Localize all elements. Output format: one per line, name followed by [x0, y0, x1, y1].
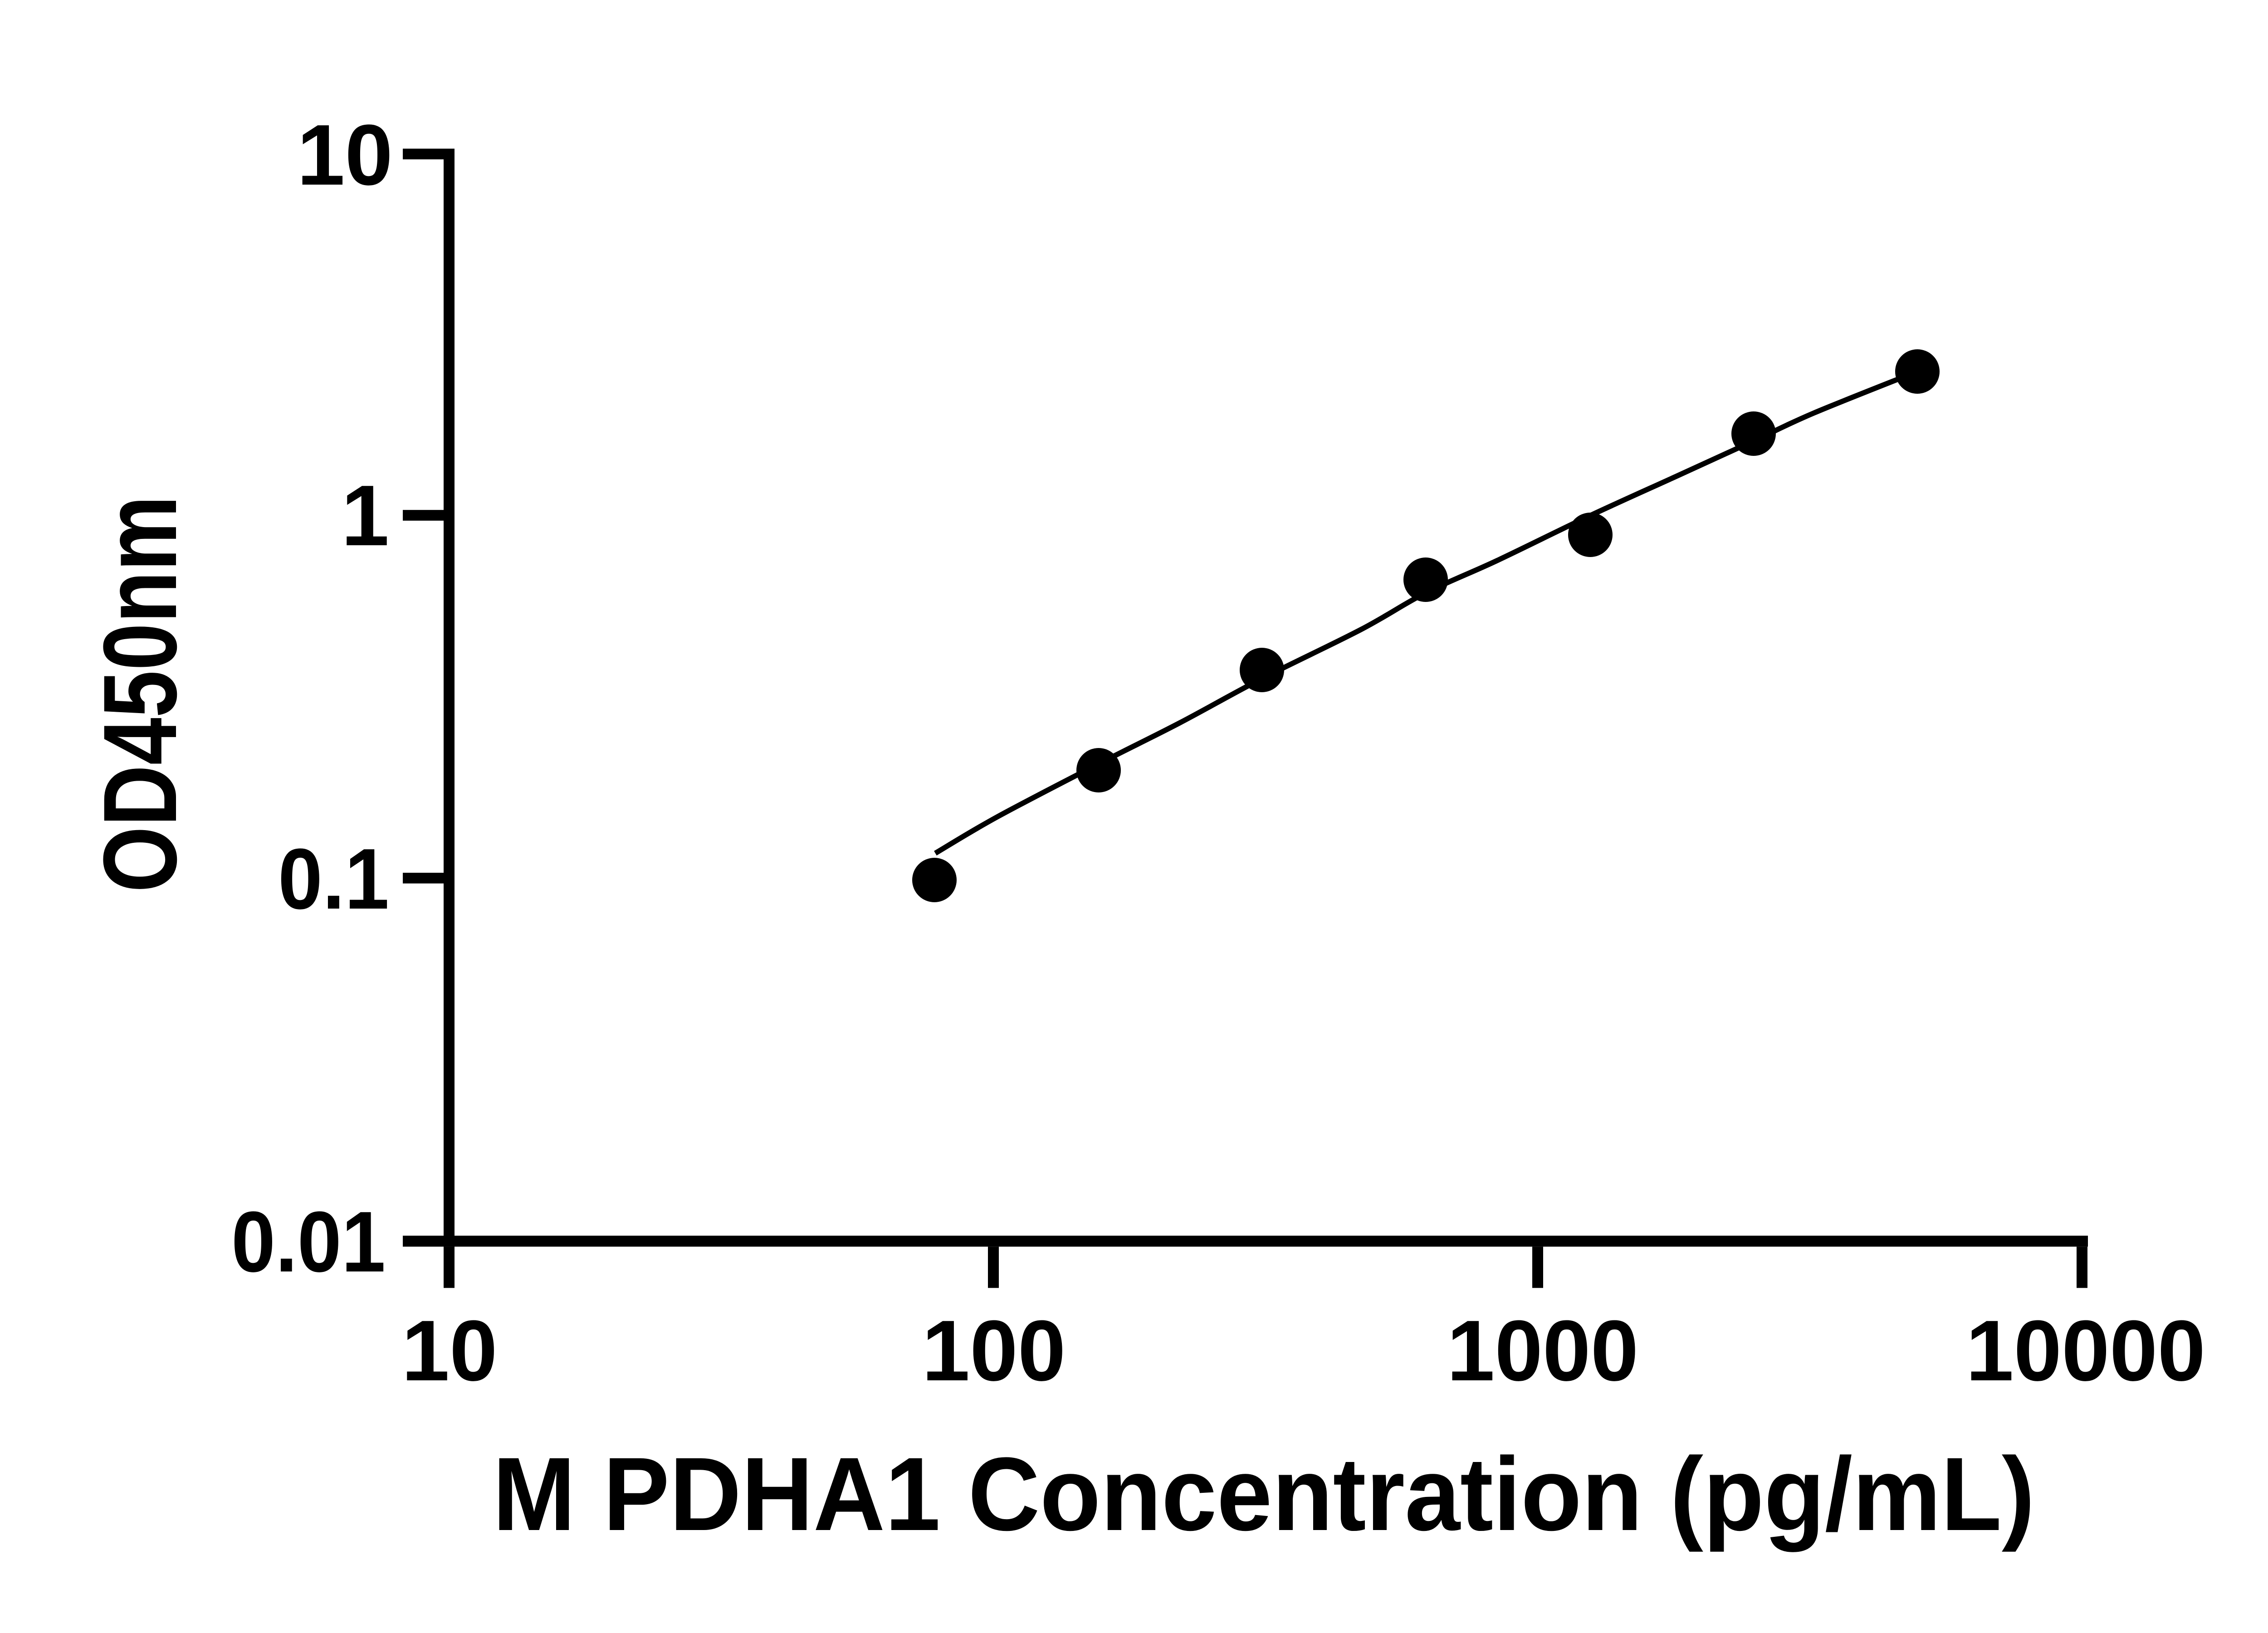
- svg-text:10: 10: [401, 1303, 497, 1399]
- svg-text:100: 100: [922, 1303, 1066, 1399]
- svg-text:1: 1: [341, 468, 389, 564]
- svg-text:1000: 1000: [1447, 1303, 1639, 1399]
- svg-text:0.1: 0.1: [278, 831, 389, 927]
- svg-text:M PDHA1 Concentration (pg/mL): M PDHA1 Concentration (pg/mL): [493, 1436, 2035, 1552]
- svg-text:10000: 10000: [1966, 1303, 2205, 1399]
- svg-text:OD450nm: OD450nm: [82, 496, 198, 893]
- svg-text:10: 10: [297, 107, 393, 203]
- svg-text:0.01: 0.01: [231, 1194, 386, 1290]
